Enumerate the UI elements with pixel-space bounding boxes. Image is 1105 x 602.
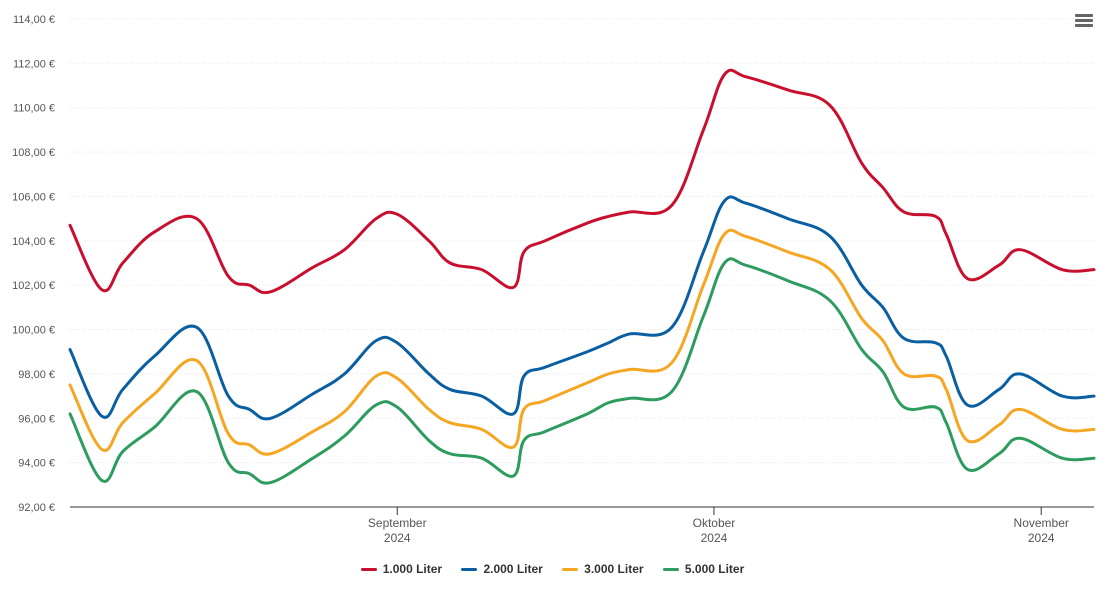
menu-bar <box>1075 14 1093 17</box>
menu-bar <box>1075 24 1093 27</box>
legend-item-5000[interactable]: 5.000 Liter <box>662 562 745 576</box>
x-tick-year: 2024 <box>701 531 728 545</box>
x-tick-month: Oktober <box>693 516 736 530</box>
y-axis-labels: 92,00 € 94,00 € 96,00 € 98,00 € 100,00 € 102,… <box>12 14 55 514</box>
series-line-3000[interactable] <box>68 228 1096 456</box>
x-tick-year: 2024 <box>384 531 411 545</box>
series-lines <box>68 68 1096 485</box>
menu-bar <box>1075 19 1093 22</box>
legend-label: 5.000 Liter <box>684 562 745 576</box>
legend-label: 2.000 Liter <box>483 562 543 576</box>
series-line-5000[interactable] <box>68 257 1096 485</box>
y-tick-label: 102,00 € <box>12 280 55 292</box>
y-tick-label: 94,00 € <box>18 458 55 470</box>
legend-swatch <box>662 568 679 572</box>
legend-swatch <box>562 568 579 572</box>
y-tick-label: 96,00 € <box>18 413 55 425</box>
grid-lines <box>70 18 1094 464</box>
y-tick-label: 112,00 € <box>13 58 55 70</box>
x-tick-month: September <box>368 516 427 530</box>
y-tick-label: 114,00 € <box>13 14 55 26</box>
series-line-1000[interactable] <box>68 68 1096 295</box>
y-tick-label: 108,00 € <box>12 147 55 159</box>
legend-label: 3.000 Liter <box>584 562 644 576</box>
y-tick-label: 98,00 € <box>18 369 55 381</box>
legend-item-1000[interactable]: 1.000 Liter <box>360 562 443 576</box>
legend-item-3000[interactable]: 3.000 Liter <box>562 562 644 576</box>
y-tick-label: 92,00 € <box>18 502 55 514</box>
y-tick-label: 104,00 € <box>12 236 55 248</box>
x-tick-year: 2024 <box>1028 531 1055 545</box>
y-tick-label: 106,00 € <box>12 191 55 203</box>
legend-swatch <box>360 568 377 572</box>
legend-swatch <box>461 568 478 572</box>
y-tick-label: 100,00 € <box>12 325 55 337</box>
hamburger-menu-icon[interactable] <box>1073 12 1095 32</box>
legend: 1.000 Liter 2.000 Liter 3.000 Liter 5.00… <box>0 562 1105 576</box>
legend-item-2000[interactable]: 2.000 Liter <box>461 562 543 576</box>
legend-label: 1.000 Liter <box>382 562 443 576</box>
series-line-2000[interactable] <box>68 195 1096 421</box>
y-tick-label: 110,00 € <box>13 103 55 115</box>
x-tick-month: November <box>1014 516 1069 530</box>
